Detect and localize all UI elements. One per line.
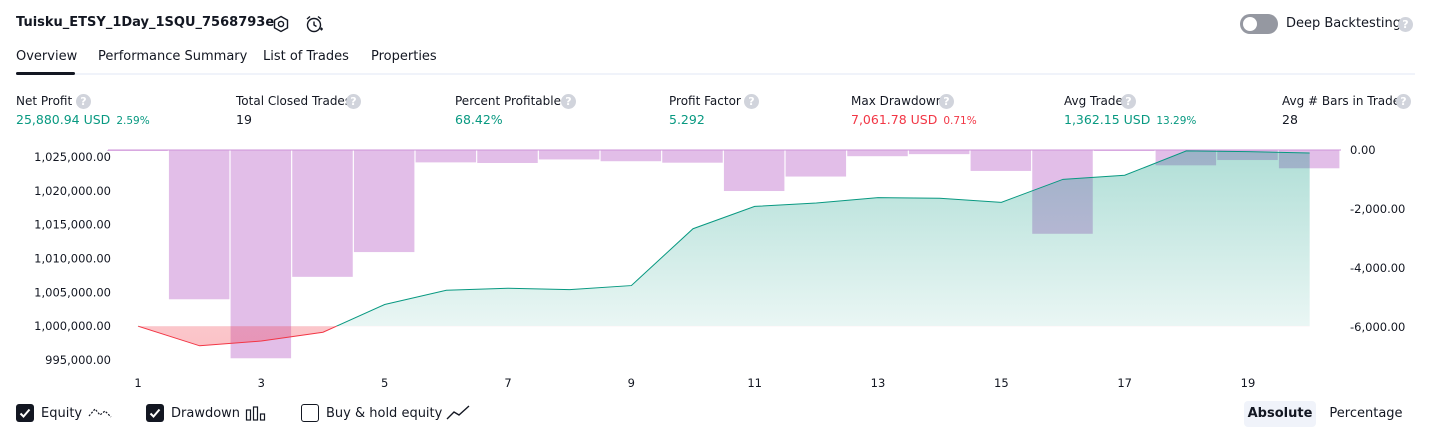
metric-value-text: 7,061.78 USD	[851, 112, 938, 127]
buy-hold-line-icon	[446, 404, 470, 426]
help-icon[interactable]: ?	[76, 94, 91, 109]
equity-line-negative	[137, 326, 338, 347]
metric-value: 5.292	[669, 112, 705, 127]
drawdown-bar	[353, 150, 415, 253]
drawdown-bar	[847, 150, 908, 157]
help-icon[interactable]: ?	[1396, 94, 1411, 109]
drawdown-bar	[908, 150, 970, 155]
x-axis-tick-label: 13	[871, 376, 886, 390]
strategy-title: Tuisku_ETSY_1Day_1SQU_7568793e	[16, 15, 275, 30]
metric-label: Percent Profitable	[455, 94, 561, 108]
right-axis-tick-label: -4,000.00	[1350, 261, 1405, 275]
x-axis-tick-label: 11	[747, 376, 762, 390]
help-icon[interactable]: ?	[346, 94, 361, 109]
help-icon[interactable]: ?	[1398, 17, 1413, 32]
left-axis-tick-label: 1,025,000.00	[34, 150, 111, 164]
drawdown-bar	[1093, 150, 1155, 151]
alert-clock-icon[interactable]	[304, 14, 324, 34]
buy-hold-checkbox[interactable]	[301, 404, 319, 422]
equity-legend-label[interactable]: Equity	[41, 406, 83, 421]
help-icon[interactable]: ?	[1121, 94, 1136, 109]
x-axis-tick-label: 3	[258, 376, 265, 390]
metric-percent: 0.71%	[943, 115, 977, 127]
deep-backtesting-toggle[interactable]	[1240, 14, 1278, 34]
buy-hold-legend-label[interactable]: Buy & hold equity	[326, 406, 443, 421]
drawdown-bar	[970, 150, 1032, 171]
equity-area-positive	[336, 150, 1310, 327]
left-axis-tick-label: 1,020,000.00	[34, 184, 111, 198]
x-axis-tick-label: 5	[381, 376, 388, 390]
right-axis-tick-label: 0.00	[1350, 143, 1376, 157]
metric-percent: 2.59%	[116, 115, 150, 127]
active-tab-indicator	[16, 72, 75, 75]
x-axis-tick-label: 7	[504, 376, 511, 390]
x-axis-tick-label: 19	[1241, 376, 1256, 390]
equity-line-icon	[88, 404, 112, 426]
tab-divider	[16, 73, 1415, 75]
metric-value-text: 25,880.94 USD	[16, 112, 111, 127]
drawdown-bar	[292, 150, 353, 277]
x-axis-tick-label: 17	[1117, 376, 1132, 390]
metric-label: Avg # Bars in Trades	[1282, 94, 1407, 108]
drawdown-bar	[538, 150, 600, 160]
metric-label: Profit Factor	[669, 94, 741, 108]
metric-value: 7,061.78 USD 0.71%	[851, 112, 977, 127]
equity-drawdown-chart: 1,025,000.00 1,020,000.00 1,015,000.00 1,01…	[34, 143, 1405, 390]
drawdown-bar	[415, 150, 477, 163]
metric-percent: 13.29%	[1156, 115, 1197, 127]
metric-label: Avg Trade	[1064, 94, 1123, 108]
metric-value-text: 1,362.15 USD	[1064, 112, 1151, 127]
metric-label: Max Drawdown	[851, 94, 944, 108]
x-axis-tick-label: 9	[628, 376, 635, 390]
percentage-scale-button[interactable]: Percentage	[1329, 406, 1403, 421]
help-icon[interactable]: ?	[939, 94, 954, 109]
x-axis-tick-label: 1	[134, 376, 141, 390]
drawdown-bar	[723, 150, 785, 192]
metric-value-text: 68.42%	[455, 112, 503, 127]
drawdown-legend-label[interactable]: Drawdown	[171, 406, 241, 421]
equity-line-positive	[138, 150, 1310, 327]
settings-icon[interactable]	[271, 14, 291, 34]
metric-value: 19	[236, 112, 252, 127]
right-axis-tick-label: -2,000.00	[1350, 202, 1405, 216]
drawdown-bar	[662, 150, 723, 163]
metric-value-text: 19	[236, 112, 252, 127]
left-axis-tick-label: 1,005,000.00	[34, 285, 111, 299]
metric-value: 25,880.94 USD 2.59%	[16, 112, 150, 127]
equity-checkbox[interactable]	[16, 404, 34, 422]
metric-value: 28	[1282, 112, 1298, 127]
drawdown-bar	[785, 150, 847, 177]
drawdown-checkbox[interactable]	[146, 404, 164, 422]
left-axis-tick-label: 1,010,000.00	[34, 252, 111, 266]
drawdown-bars-icon	[245, 404, 267, 426]
toggle-knob	[1243, 17, 1257, 31]
deep-backtesting-label: Deep Backtesting	[1286, 16, 1402, 31]
drawdown-bar	[600, 150, 662, 162]
left-axis-tick-label: 1,000,000.00	[34, 319, 111, 333]
absolute-scale-button[interactable]: Absolute	[1244, 401, 1316, 427]
drawdown-bar	[477, 150, 538, 163]
tab-performance-summary[interactable]: Performance Summary	[98, 49, 248, 64]
metric-value: 1,362.15 USD 13.29%	[1064, 112, 1196, 127]
right-axis-tick-label: -6,000.00	[1350, 320, 1405, 334]
metric-value: 68.42%	[455, 112, 503, 127]
help-icon[interactable]: ?	[561, 94, 576, 109]
metric-value-text: 28	[1282, 112, 1298, 127]
drawdown-bar	[107, 150, 168, 151]
metric-value-text: 5.292	[669, 112, 705, 127]
x-axis-tick-label: 15	[994, 376, 1009, 390]
left-axis-tick-label: 995,000.00	[45, 353, 111, 367]
tab-overview[interactable]: Overview	[16, 49, 78, 64]
equity-area-negative	[138, 326, 1310, 346]
left-axis-tick-label: 1,015,000.00	[34, 218, 111, 232]
drawdown-bar	[230, 150, 292, 359]
help-icon[interactable]: ?	[744, 94, 759, 109]
tab-properties[interactable]: Properties	[371, 49, 437, 64]
metric-label: Net Profit	[16, 94, 73, 108]
metric-label: Total Closed Trades	[236, 94, 352, 108]
drawdown-bar	[168, 150, 230, 300]
tab-list-of-trades[interactable]: List of Trades	[263, 49, 349, 64]
